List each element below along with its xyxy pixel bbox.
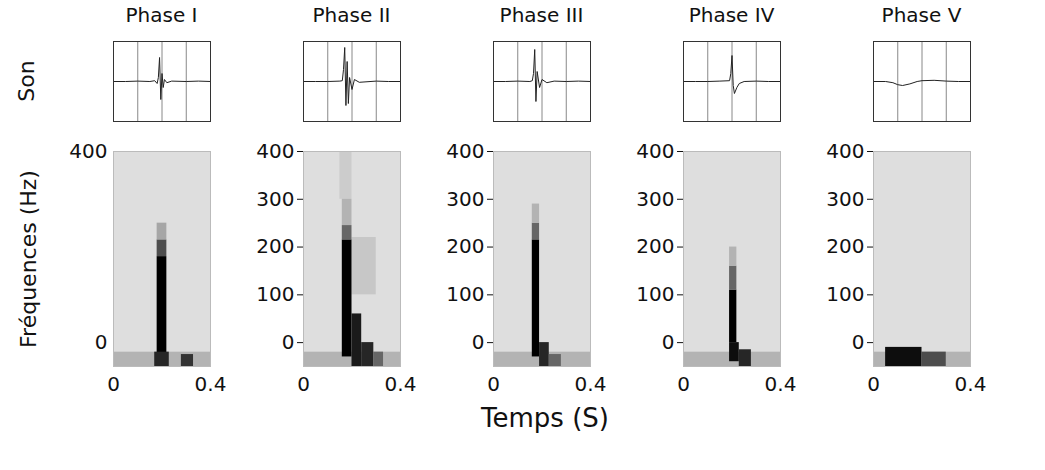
svg-text:0.4: 0.4 bbox=[385, 372, 417, 396]
svg-text:0.4: 0.4 bbox=[575, 372, 607, 396]
svg-text:0: 0 bbox=[662, 330, 675, 354]
html-text:Son: Son bbox=[13, 60, 39, 102]
svg-text:300: 300 bbox=[256, 187, 294, 211]
svg-text:0.4: 0.4 bbox=[195, 372, 227, 396]
svg-text:100: 100 bbox=[826, 282, 864, 306]
svg-text:0: 0 bbox=[297, 372, 310, 396]
svg-text:200: 200 bbox=[256, 234, 294, 258]
svg-text:400: 400 bbox=[446, 139, 484, 163]
svg-text:0: 0 bbox=[107, 372, 120, 396]
svg-text:0.4: 0.4 bbox=[955, 372, 987, 396]
svg-text:100: 100 bbox=[636, 282, 674, 306]
svg-text:300: 300 bbox=[446, 187, 484, 211]
svg-text:400: 400 bbox=[826, 139, 864, 163]
svg-text:400: 400 bbox=[256, 139, 294, 163]
svg-text:0: 0 bbox=[282, 330, 295, 354]
svg-text:0: 0 bbox=[677, 372, 690, 396]
svg-text:0: 0 bbox=[472, 330, 485, 354]
html-text:Phase V: Phase V bbox=[881, 3, 962, 27]
html-text:Phase III: Phase III bbox=[499, 3, 584, 27]
svg-text:100: 100 bbox=[256, 282, 294, 306]
svg-text:300: 300 bbox=[826, 187, 864, 211]
html-text:Temps (S): Temps (S) bbox=[481, 403, 609, 433]
svg-text:300: 300 bbox=[636, 187, 674, 211]
html-text:Phase I: Phase I bbox=[125, 3, 198, 27]
svg-text:0: 0 bbox=[852, 330, 865, 354]
svg-text:200: 200 bbox=[826, 234, 864, 258]
html-text:Phase II: Phase II bbox=[312, 3, 391, 27]
svg-text:0: 0 bbox=[867, 372, 880, 396]
svg-text:0: 0 bbox=[95, 330, 108, 354]
svg-text:200: 200 bbox=[636, 234, 674, 258]
svg-text:200: 200 bbox=[446, 234, 484, 258]
html-text:Fréquences (Hz): Fréquences (Hz) bbox=[15, 169, 41, 348]
svg-text:100: 100 bbox=[446, 282, 484, 306]
svg-text:400: 400 bbox=[636, 139, 674, 163]
svg-text:0: 0 bbox=[487, 372, 500, 396]
svg-text:0.4: 0.4 bbox=[765, 372, 797, 396]
html-text:Phase IV: Phase IV bbox=[688, 3, 775, 27]
svg-text:400: 400 bbox=[69, 139, 107, 163]
